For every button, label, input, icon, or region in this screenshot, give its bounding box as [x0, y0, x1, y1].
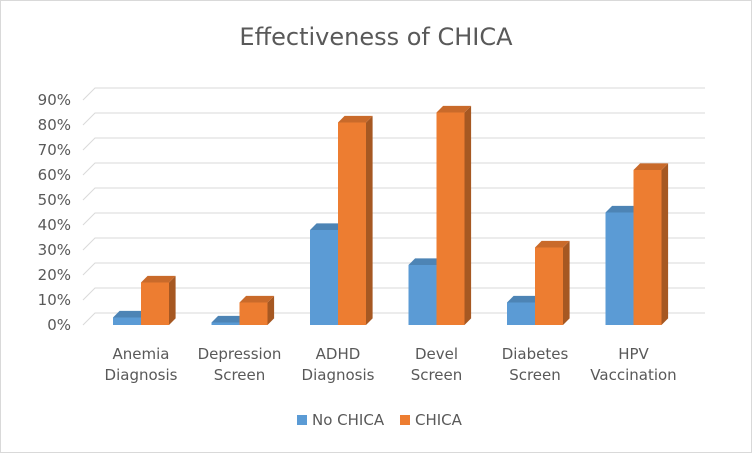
gridline: [82, 287, 705, 301]
gridline: [82, 187, 705, 201]
gridline: [82, 137, 705, 151]
legend-swatch: [297, 415, 307, 425]
x-category-label: Diabetes Screen: [502, 345, 569, 384]
gridline: [82, 312, 705, 326]
legend-label: No CHICA: [312, 411, 385, 429]
x-category-label: Depression Screen: [198, 345, 282, 384]
gridline: [82, 237, 705, 251]
x-category-label: ADHD Diagnosis: [302, 345, 375, 384]
y-tick-label: 80%: [38, 116, 71, 134]
legend-label: CHICA: [415, 411, 463, 429]
x-category-label: Devel Screen: [411, 345, 463, 384]
legend-item-chica: CHICA: [400, 411, 463, 429]
gridline: [82, 212, 705, 226]
y-tick-label: 10%: [38, 291, 71, 309]
y-tick-label: 60%: [38, 166, 71, 184]
legend-swatch: [400, 415, 410, 425]
y-tick-label: 20%: [38, 266, 71, 284]
y-tick-label: 90%: [38, 91, 71, 109]
legend: No CHICA CHICA: [297, 411, 463, 429]
gridline: [82, 262, 705, 276]
x-category-label: Anemia Diagnosis: [105, 345, 178, 384]
x-category-label: HPV Vaccination: [590, 345, 676, 384]
x-axis-categories: Anemia Diagnosis Depression Screen ADHD Diagn…: [105, 345, 677, 384]
y-axis-ticks: 0% 10% 20% 30% 40% 50% 60% 70% 80% 90%: [38, 91, 71, 334]
gridline: [82, 162, 705, 176]
bars: [113, 105, 669, 326]
y-tick-label: 30%: [38, 241, 71, 259]
y-tick-label: 40%: [38, 216, 71, 234]
chart-title: Effectiveness of CHICA: [239, 23, 513, 51]
bar-chica: [436, 105, 472, 326]
bar-chica: [141, 275, 176, 325]
legend-item-no-chica: No CHICA: [297, 411, 385, 429]
y-tick-label: 70%: [38, 141, 71, 159]
y-tick-label: 0%: [47, 316, 71, 334]
y-tick-label: 50%: [38, 191, 71, 209]
bar-chica: [633, 163, 669, 325]
bar-chica: [239, 295, 275, 325]
gridlines: [82, 87, 705, 326]
gridline: [82, 87, 705, 101]
bar-chica: [338, 115, 373, 326]
gridline: [82, 112, 705, 126]
bar-chica: [535, 240, 570, 325]
